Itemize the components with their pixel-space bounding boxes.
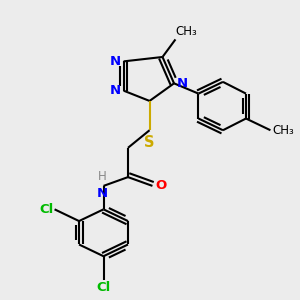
Text: N: N [110, 84, 121, 97]
Text: N: N [97, 188, 108, 200]
Text: S: S [144, 135, 155, 150]
Text: O: O [155, 179, 167, 192]
Text: N: N [177, 77, 188, 90]
Text: CH₃: CH₃ [176, 25, 197, 38]
Text: N: N [110, 55, 121, 68]
Text: H: H [98, 170, 106, 183]
Text: Cl: Cl [39, 203, 53, 216]
Text: CH₃: CH₃ [272, 124, 294, 137]
Text: Cl: Cl [96, 281, 111, 294]
